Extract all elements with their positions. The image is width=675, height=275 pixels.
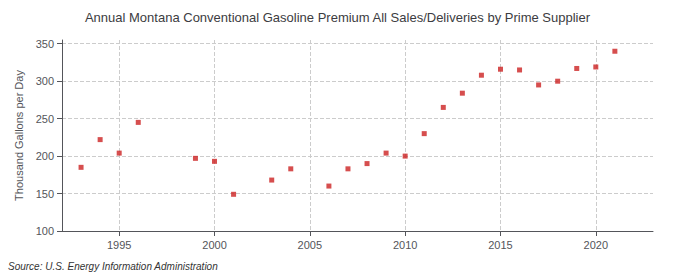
svg-text:200: 200 <box>36 150 54 162</box>
svg-text:100: 100 <box>36 225 54 237</box>
svg-text:350: 350 <box>36 38 54 50</box>
svg-text:250: 250 <box>36 113 54 125</box>
svg-text:150: 150 <box>36 188 54 200</box>
svg-text:2020: 2020 <box>584 239 608 251</box>
svg-text:Annual Montana Conventional Ga: Annual Montana Conventional Gasoline Pre… <box>85 10 591 25</box>
svg-text:2005: 2005 <box>298 239 322 251</box>
svg-text:2000: 2000 <box>202 239 226 251</box>
svg-text:2015: 2015 <box>488 239 512 251</box>
svg-text:1995: 1995 <box>107 239 131 251</box>
svg-text:300: 300 <box>36 75 54 87</box>
svg-text:Source: U.S. Energy Informatio: Source: U.S. Energy Information Administ… <box>8 261 218 272</box>
svg-text:Thousand Gallons per Day: Thousand Gallons per Day <box>13 70 25 201</box>
svg-text:2010: 2010 <box>393 239 417 251</box>
